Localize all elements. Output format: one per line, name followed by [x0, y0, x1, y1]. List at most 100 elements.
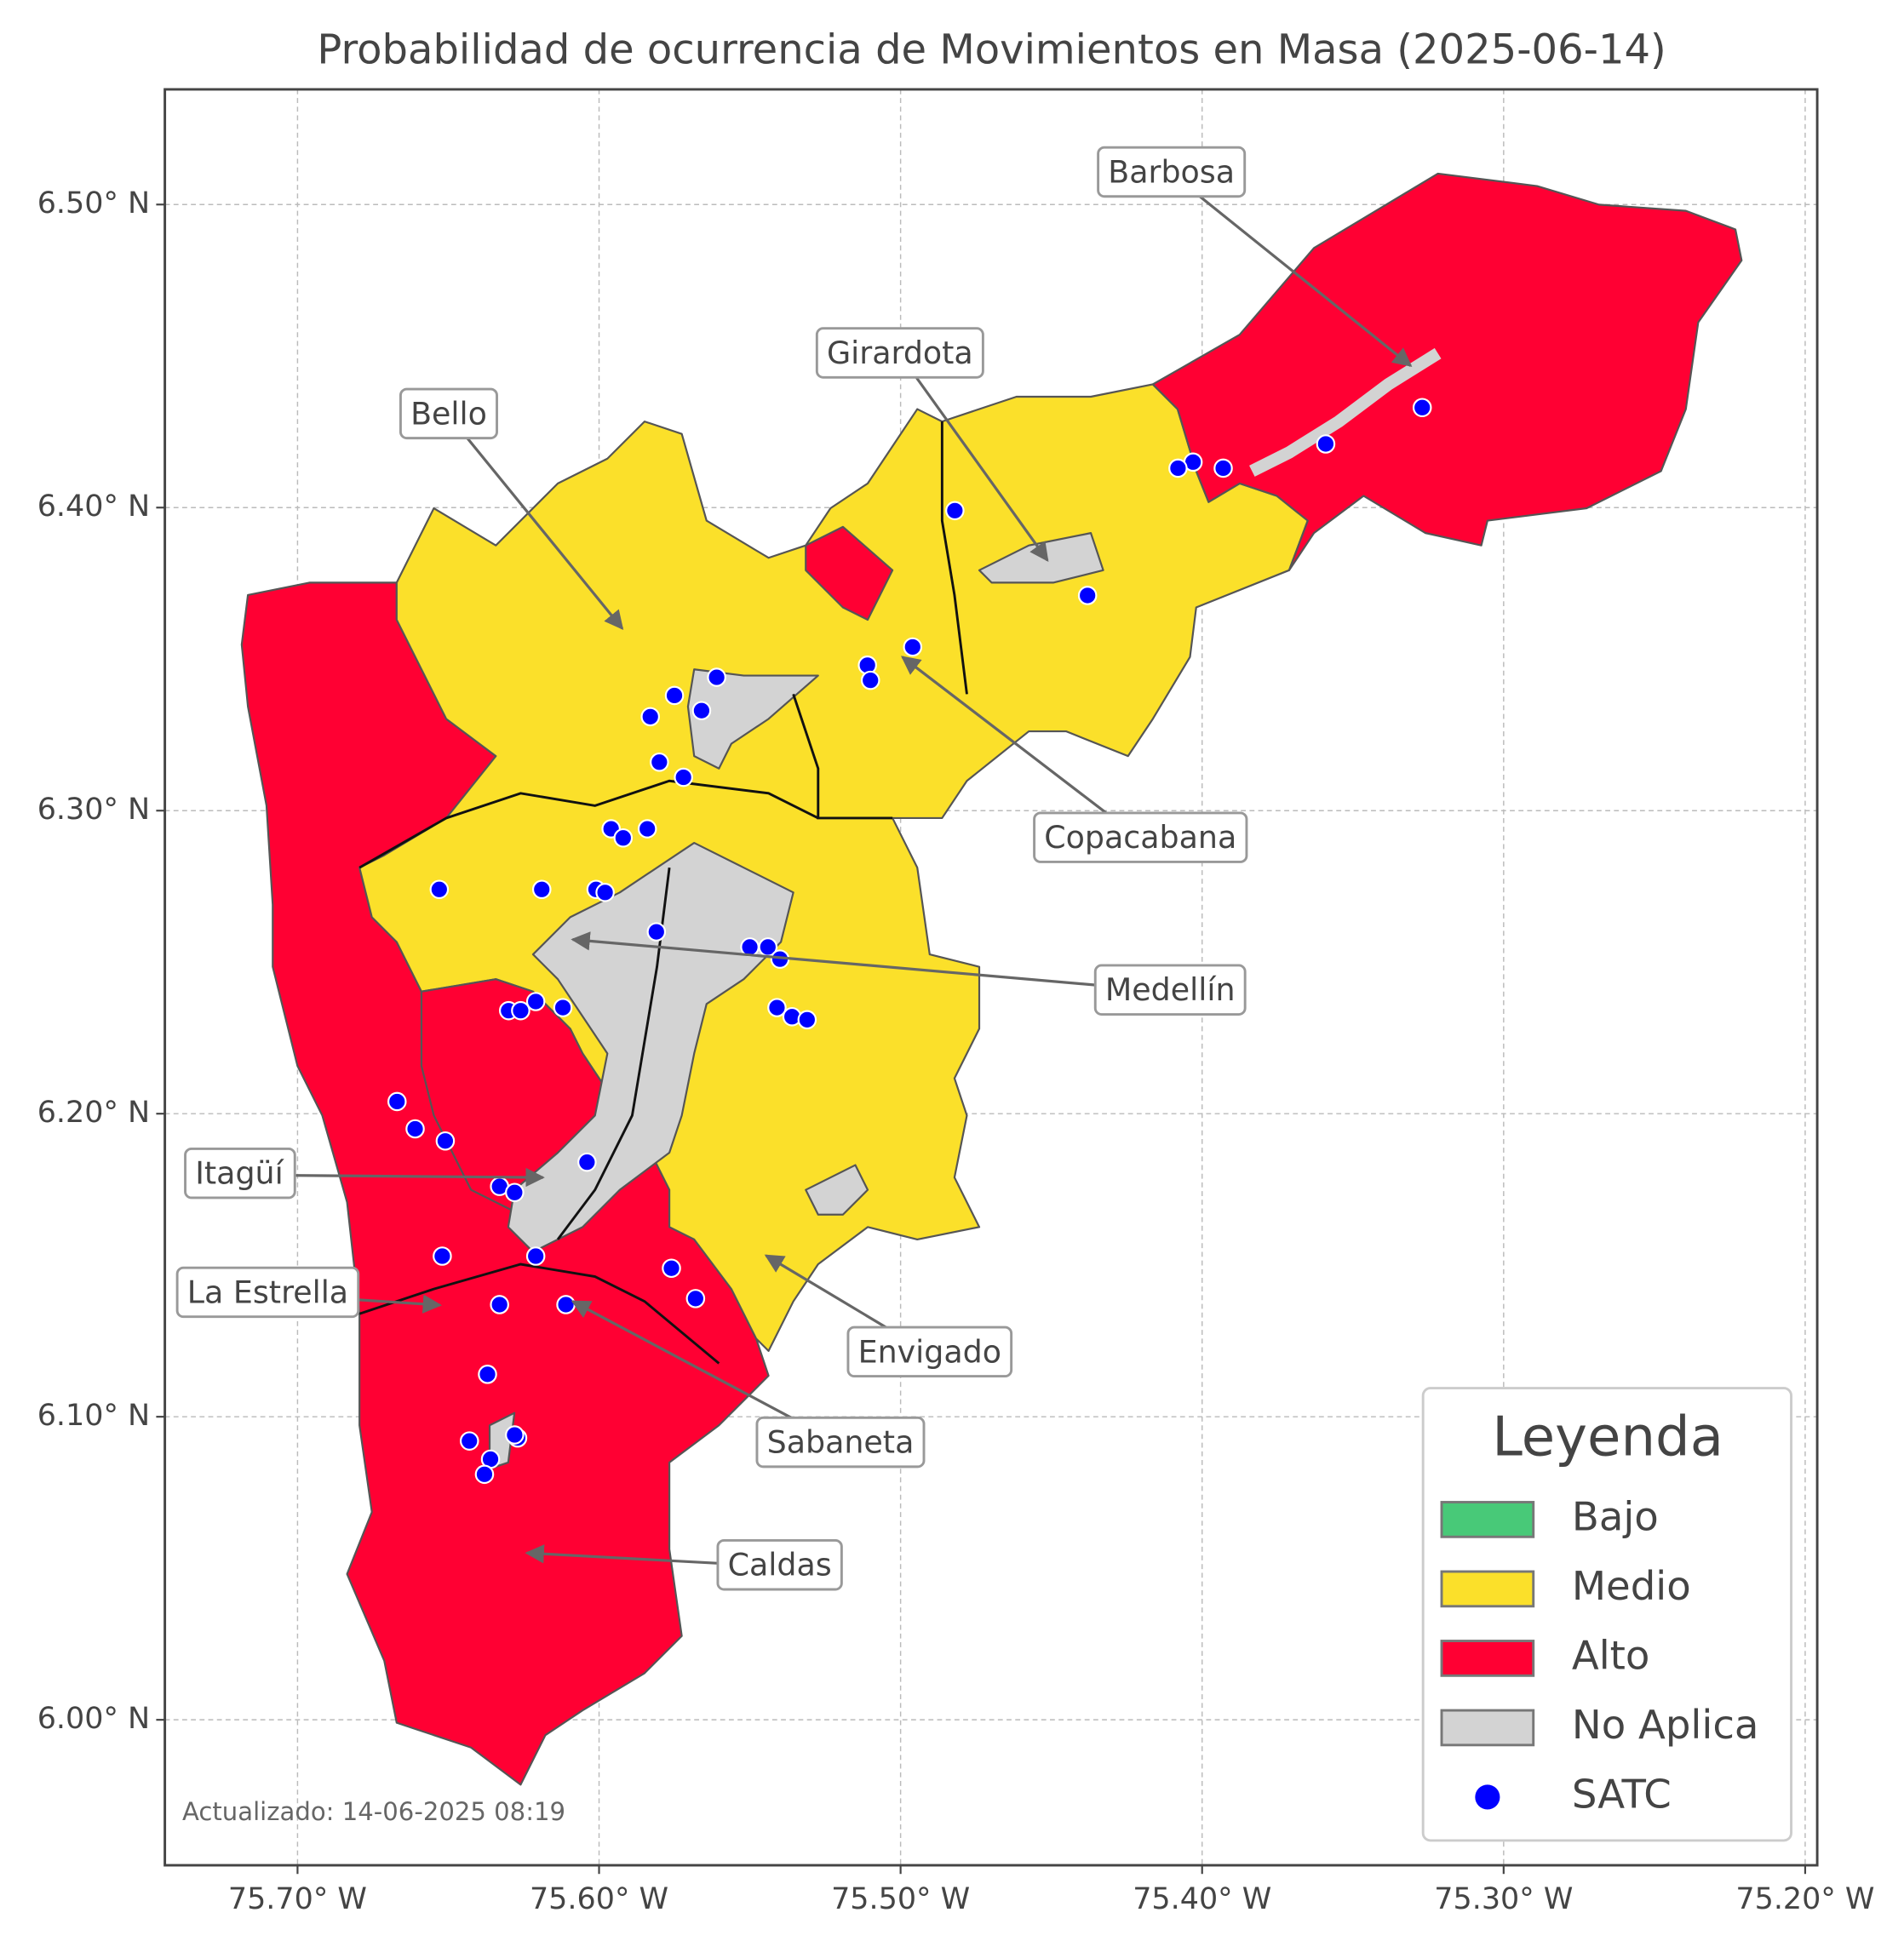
satc-station: [860, 670, 880, 690]
boundary: [792, 693, 893, 820]
satc-station: [646, 922, 667, 942]
satc-station: [797, 1010, 817, 1030]
x-tick-label: 75.30° W: [1434, 1882, 1573, 1916]
annotation-label: Girardota: [827, 335, 973, 371]
annotation-box: [1097, 146, 1247, 198]
legend: Leyenda Bajo Medio Alto No Aplica SATC: [1421, 1387, 1792, 1842]
y-tick-label: 6.40° N: [37, 490, 150, 524]
plot-frame: [163, 88, 1819, 1867]
annotation-box: [175, 1266, 360, 1319]
legend-label: SATC: [1572, 1771, 1672, 1817]
satc-station: [405, 1119, 425, 1139]
annotation-label: Barbosa: [1108, 153, 1235, 190]
annotation-box: [716, 1538, 843, 1591]
annotation-box: [184, 1147, 296, 1200]
satc-station: [433, 1246, 452, 1266]
satc-station: [945, 501, 965, 521]
annotation-label: Bello: [410, 395, 487, 432]
satc-station: [903, 637, 923, 657]
satc-station: [1168, 458, 1188, 478]
legend-label: Alto: [1572, 1632, 1650, 1678]
legend-label: Bajo: [1572, 1493, 1659, 1539]
satc-station: [387, 1091, 407, 1112]
annotation-box: [815, 327, 984, 379]
boundary: [940, 421, 968, 695]
title: Probabilidad de ocurrencia de Movimiento…: [317, 26, 1666, 73]
legend-swatch: [1440, 1501, 1535, 1538]
satc-station: [707, 667, 726, 687]
region-no-aplica: [686, 668, 819, 770]
x-tick-label: 75.60° W: [530, 1882, 668, 1916]
annotation-label: Copacabana: [1044, 819, 1236, 856]
x-tick-label: 75.40° W: [1133, 1882, 1271, 1916]
satc-station: [1316, 434, 1336, 454]
region-alto: [1151, 172, 1743, 571]
y-tick-label: 6.30° N: [37, 793, 150, 827]
satc-station: [577, 1152, 597, 1172]
satc-station: [637, 819, 657, 839]
satc-station: [595, 883, 615, 902]
annotation-box: [1093, 964, 1247, 1016]
satc-station: [531, 879, 552, 900]
annotation-box: [755, 1416, 926, 1469]
y-tick-label: 6.10° N: [37, 1399, 150, 1433]
legend-swatch: [1440, 1640, 1535, 1677]
satc-station: [556, 1295, 576, 1314]
satc-station: [505, 1182, 525, 1203]
y-tick-label: 6.20° N: [37, 1096, 150, 1130]
satc-station: [650, 752, 669, 772]
region-no-aplica: [1249, 347, 1442, 477]
satc-station: [505, 1425, 525, 1445]
satc-station: [1213, 458, 1233, 478]
satc-station: [674, 767, 693, 787]
x-tick-label: 75.70° W: [228, 1882, 367, 1916]
satc-station: [1412, 398, 1432, 418]
annotation-label: Caldas: [728, 1547, 832, 1583]
satc-station: [474, 1464, 495, 1485]
satc-station: [459, 1431, 479, 1451]
annotation-box: [1033, 811, 1248, 863]
annotation-arrow: [898, 353, 1049, 562]
annotation-arrow: [1170, 172, 1413, 368]
annotation-arrow: [571, 931, 1171, 993]
satc-station: [691, 701, 712, 721]
region-no-aplica: [805, 1164, 869, 1216]
satc-station: [613, 827, 634, 848]
satc-station: [490, 1295, 509, 1314]
satc-station: [525, 992, 546, 1011]
updated-note: Actualizado: 14-06-2025 08:19: [182, 1797, 565, 1826]
satc-station: [664, 685, 685, 706]
annotation-label: La Estrella: [187, 1274, 348, 1310]
annotation-box: [846, 1325, 1013, 1378]
satc-station: [662, 1258, 681, 1279]
legend-swatch: [1475, 1784, 1500, 1810]
annotation-box: [399, 387, 498, 440]
satc-station: [685, 1289, 706, 1308]
satc-station: [435, 1131, 456, 1151]
legend-label: Medio: [1572, 1563, 1691, 1609]
satc-station: [640, 707, 661, 727]
annotation-arrow: [447, 414, 624, 630]
satc-station: [511, 1000, 530, 1021]
legend-swatch: [1440, 1709, 1535, 1747]
legend-swatch: [1440, 1570, 1535, 1608]
x-tick-label: 75.20° W: [1735, 1882, 1874, 1916]
annotation-label: Sabaneta: [767, 1424, 915, 1461]
satc-station: [525, 1246, 546, 1266]
stations: [387, 398, 1432, 1485]
annotation-label: Medellín: [1105, 971, 1236, 1008]
annotation-arrow: [900, 656, 1142, 840]
satc-station: [478, 1365, 497, 1384]
y-tick-label: 6.00° N: [37, 1702, 150, 1736]
boundary: [556, 867, 671, 1240]
legend-label: No Aplica: [1572, 1702, 1759, 1748]
satc-station: [429, 879, 450, 900]
x-tick-label: 75.50° W: [831, 1882, 970, 1916]
satc-station: [1077, 586, 1098, 605]
legend-title: Leyenda: [1492, 1406, 1723, 1469]
annotations: Barbosa Girardota Bello Copacabana Medellín I…: [175, 146, 1413, 1591]
y-tick-label: 6.50° N: [37, 186, 150, 220]
boundary: [358, 1263, 720, 1365]
boundary: [358, 779, 819, 869]
